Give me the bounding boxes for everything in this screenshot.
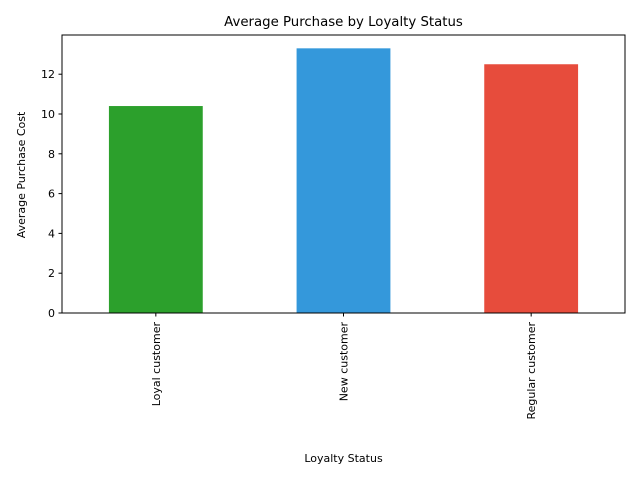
y-tick-label: 12 [41, 68, 55, 81]
y-axis-label: Average Purchase Cost [15, 111, 28, 238]
y-tick-label: 8 [48, 148, 55, 161]
x-axis-label: Loyalty Status [304, 452, 383, 465]
x-tick-label: New customer [338, 322, 351, 402]
y-tick-label: 6 [48, 188, 55, 201]
bar-new-customer [296, 48, 391, 313]
y-tick-label: 2 [48, 267, 55, 280]
y-tick-label: 10 [41, 108, 55, 121]
x-tick-label: Regular customer [525, 322, 538, 420]
bar-regular-customer [484, 64, 579, 313]
chart-title: Average Purchase by Loyalty Status [224, 15, 463, 30]
x-tick-label: Loyal customer [150, 322, 163, 407]
plot-area: 0 2 4 6 8 10 12 Loyal customer New customer Regul… [41, 34, 626, 420]
y-tick-label: 0 [48, 307, 55, 320]
y-tick-label: 4 [48, 227, 55, 240]
bar-loyal-customer [108, 106, 203, 313]
